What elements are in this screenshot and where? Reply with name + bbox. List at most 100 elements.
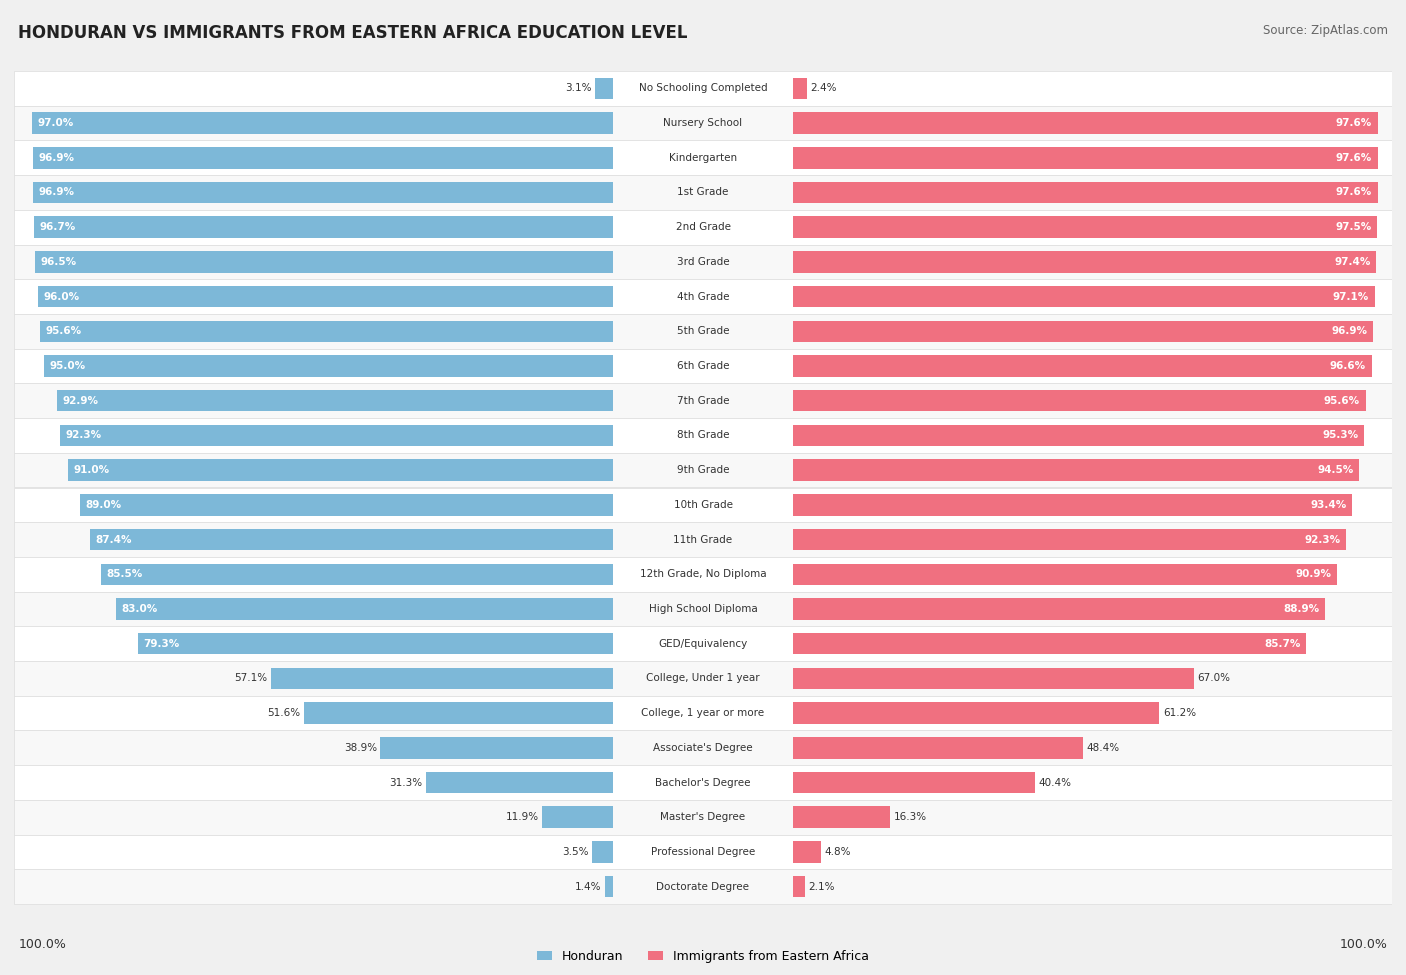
Bar [138, 633, 613, 654]
Bar [14, 835, 1392, 870]
Text: Bachelor's Degree: Bachelor's Degree [655, 777, 751, 788]
Text: 51.6%: 51.6% [267, 708, 301, 719]
Text: 57.1%: 57.1% [235, 674, 267, 683]
Text: Professional Degree: Professional Degree [651, 847, 755, 857]
Text: HONDURAN VS IMMIGRANTS FROM EASTERN AFRICA EDUCATION LEVEL: HONDURAN VS IMMIGRANTS FROM EASTERN AFRI… [18, 24, 688, 42]
Bar [793, 772, 1035, 794]
Text: 3rd Grade: 3rd Grade [676, 256, 730, 267]
Bar [14, 210, 1392, 245]
Bar [14, 418, 1392, 452]
Bar [101, 564, 613, 585]
Text: 96.5%: 96.5% [41, 256, 77, 267]
Bar [14, 800, 1392, 835]
Bar [14, 661, 1392, 696]
Text: 3.1%: 3.1% [565, 83, 592, 94]
Text: 95.0%: 95.0% [49, 361, 86, 371]
Text: 31.3%: 31.3% [389, 777, 422, 788]
Bar [44, 355, 613, 376]
Text: 90.9%: 90.9% [1296, 569, 1331, 579]
Bar [14, 557, 1392, 592]
Bar [32, 181, 613, 203]
Text: Master's Degree: Master's Degree [661, 812, 745, 822]
Text: 7th Grade: 7th Grade [676, 396, 730, 406]
Bar [793, 321, 1374, 342]
Bar [115, 599, 613, 620]
Legend: Honduran, Immigrants from Eastern Africa: Honduran, Immigrants from Eastern Africa [537, 950, 869, 963]
Text: 79.3%: 79.3% [143, 639, 180, 648]
Text: 97.6%: 97.6% [1336, 153, 1372, 163]
Text: 88.9%: 88.9% [1284, 604, 1320, 614]
Bar [595, 78, 613, 99]
Bar [793, 181, 1378, 203]
Bar [426, 772, 613, 794]
Text: 100.0%: 100.0% [18, 938, 66, 951]
Bar [304, 702, 613, 723]
Bar [380, 737, 613, 759]
Bar [80, 494, 613, 516]
Bar [793, 459, 1360, 481]
Text: 10th Grade: 10th Grade [673, 500, 733, 510]
Text: 91.0%: 91.0% [73, 465, 110, 475]
Bar [14, 730, 1392, 765]
Text: 96.9%: 96.9% [38, 153, 75, 163]
Bar [793, 216, 1376, 238]
Text: 4th Grade: 4th Grade [676, 292, 730, 301]
Bar [60, 425, 613, 447]
Bar [14, 245, 1392, 279]
Text: 83.0%: 83.0% [121, 604, 157, 614]
Bar [14, 383, 1392, 418]
Bar [14, 105, 1392, 140]
Bar [14, 765, 1392, 799]
Text: 97.6%: 97.6% [1336, 187, 1372, 198]
Text: 5th Grade: 5th Grade [676, 327, 730, 336]
Text: 85.5%: 85.5% [107, 569, 143, 579]
Bar [543, 806, 613, 828]
Bar [793, 286, 1375, 307]
Text: No Schooling Completed: No Schooling Completed [638, 83, 768, 94]
Text: 97.0%: 97.0% [38, 118, 73, 128]
Bar [14, 349, 1392, 383]
Text: 89.0%: 89.0% [86, 500, 122, 510]
Text: 40.4%: 40.4% [1038, 777, 1071, 788]
Bar [793, 737, 1083, 759]
Bar [32, 147, 613, 169]
Bar [793, 876, 806, 897]
Text: 92.3%: 92.3% [1305, 534, 1340, 545]
Bar [271, 668, 613, 689]
Bar [793, 668, 1194, 689]
Text: 87.4%: 87.4% [96, 534, 132, 545]
Text: 85.7%: 85.7% [1264, 639, 1301, 648]
Text: 94.5%: 94.5% [1317, 465, 1354, 475]
Bar [14, 71, 1392, 105]
Text: 96.7%: 96.7% [39, 222, 76, 232]
Text: 48.4%: 48.4% [1085, 743, 1119, 753]
Text: 96.9%: 96.9% [1331, 327, 1368, 336]
Text: 2.4%: 2.4% [810, 83, 837, 94]
Text: 92.9%: 92.9% [62, 396, 98, 406]
Text: 1.4%: 1.4% [575, 881, 602, 892]
Bar [793, 390, 1365, 411]
Text: 16.3%: 16.3% [894, 812, 927, 822]
Bar [793, 528, 1346, 550]
Bar [793, 633, 1306, 654]
Bar [793, 147, 1378, 169]
Bar [56, 390, 613, 411]
Text: Nursery School: Nursery School [664, 118, 742, 128]
Text: Associate's Degree: Associate's Degree [654, 743, 752, 753]
Text: 96.6%: 96.6% [1330, 361, 1367, 371]
Text: 67.0%: 67.0% [1198, 674, 1230, 683]
Bar [14, 452, 1392, 488]
Bar [793, 806, 890, 828]
Bar [14, 140, 1392, 175]
Text: 12th Grade, No Diploma: 12th Grade, No Diploma [640, 569, 766, 579]
Bar [793, 564, 1337, 585]
Text: 97.1%: 97.1% [1333, 292, 1369, 301]
Bar [592, 841, 613, 863]
Text: 1st Grade: 1st Grade [678, 187, 728, 198]
Bar [793, 78, 807, 99]
Text: 4.8%: 4.8% [825, 847, 851, 857]
Text: 38.9%: 38.9% [343, 743, 377, 753]
Bar [67, 459, 613, 481]
Text: 3.5%: 3.5% [562, 847, 589, 857]
Bar [14, 176, 1392, 210]
